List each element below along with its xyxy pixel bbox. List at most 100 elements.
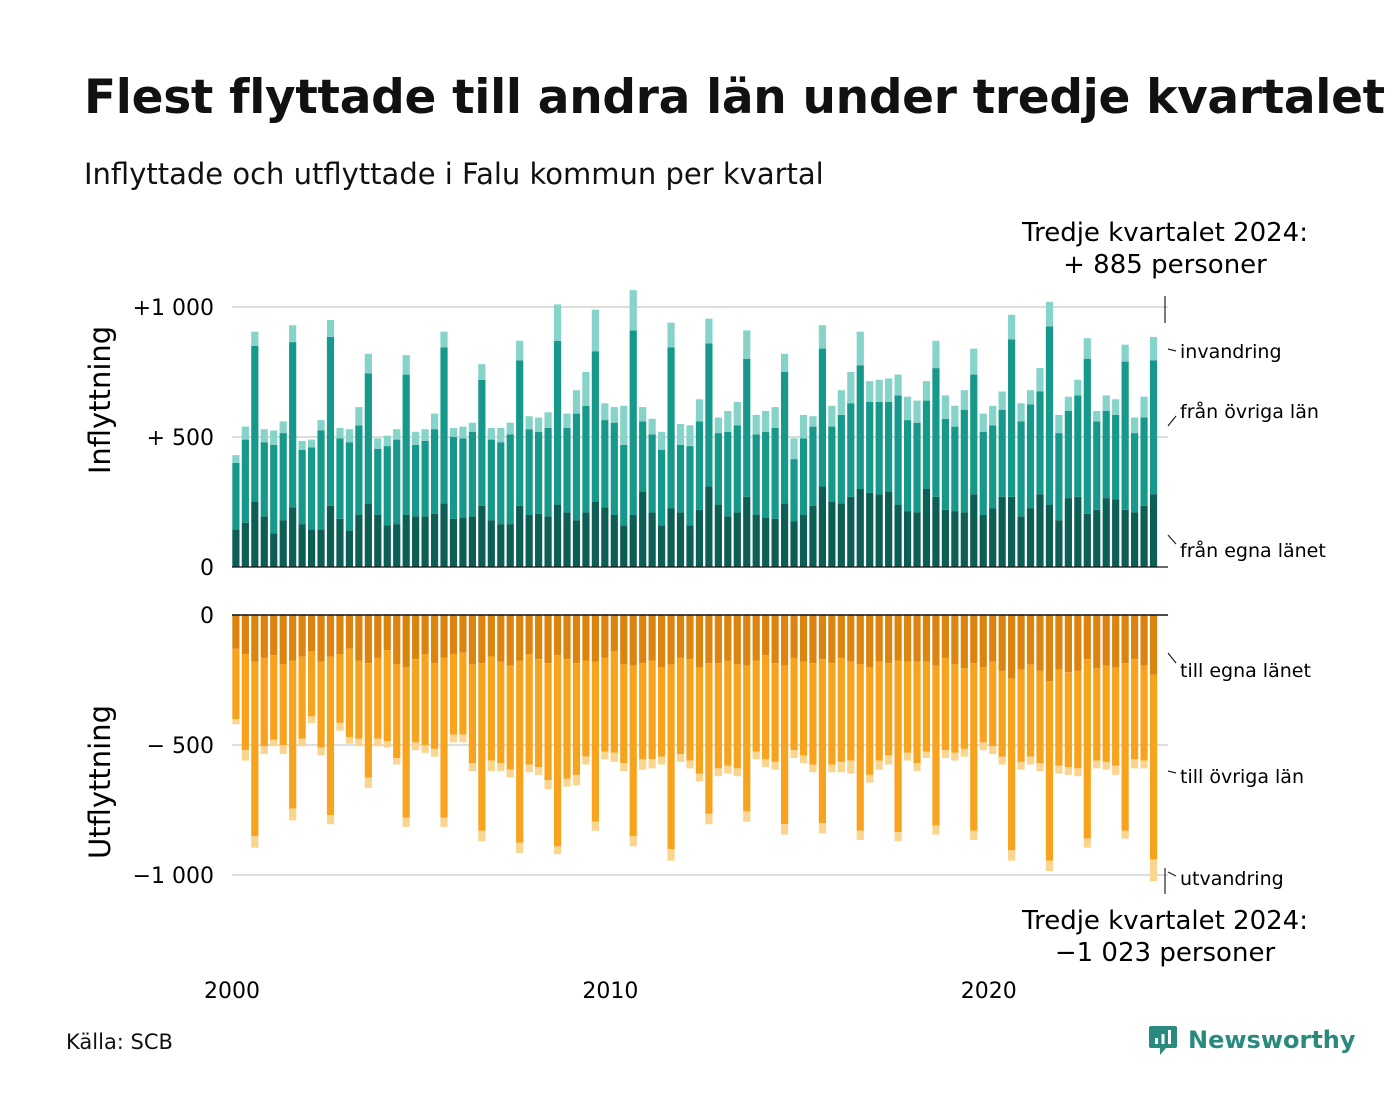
bar-segment-invandring (667, 322, 675, 348)
bar-segment-till-egna-länet (449, 615, 458, 654)
bar-segment-till-egna-länet (752, 615, 760, 661)
bar-segment-till-egna-länet (355, 615, 363, 661)
bar-segment-från-övriga-län (960, 409, 968, 513)
bar-segment-till-övriga-län (289, 660, 297, 809)
bar-segment-från-övriga-län (440, 347, 448, 504)
bar-segment-till-övriga-län (516, 660, 524, 843)
bar-segment-till-egna-länet (1055, 615, 1063, 670)
bar-segment-till-övriga-län (279, 664, 287, 745)
bar-segment-från-övriga-län (903, 420, 912, 512)
annotation-top-line1: Tredje kvartalet 2024: (1021, 218, 1308, 248)
bar-segment-invandring (421, 429, 429, 441)
bar-segment-från-övriga-län (535, 431, 543, 514)
bar-segment-till-egna-länet (960, 615, 968, 669)
bar-segment-invandring (232, 455, 240, 463)
bar-segment-till-övriga-län (903, 661, 912, 753)
bar-segment-invandring (724, 411, 732, 432)
bar-segment-utvandring (629, 836, 637, 847)
bar-segment-till-egna-länet (430, 615, 439, 664)
bar-segment-till-övriga-län (998, 670, 1006, 757)
bar-segment-utvandring (922, 751, 931, 758)
bar-segment-invandring (553, 304, 562, 341)
bar-segment-från-egna-länet (885, 491, 893, 567)
bar-segment-från-egna-länet (497, 524, 505, 567)
bar-segment-från-övriga-län (941, 418, 949, 510)
bar-segment-från-övriga-län (780, 372, 789, 504)
bar-segment-invandring (903, 396, 912, 421)
bar-segment-till-övriga-län (752, 660, 760, 752)
bar-segment-till-övriga-län (497, 661, 505, 764)
bar-segment-från-egna-länet (355, 515, 363, 567)
bar-segment-till-egna-länet (705, 615, 713, 664)
bar-segment-till-egna-länet (885, 615, 893, 664)
bar-segment-från-egna-länet (326, 505, 335, 567)
chart-subtitle: Inflyttade och utflyttade i Falu kommun … (84, 157, 824, 191)
bar-segment-utvandring (1036, 763, 1044, 771)
bar-segment-från-övriga-län (979, 431, 987, 515)
bar-segment-till-egna-länet (903, 615, 912, 662)
bar-segment-från-övriga-län (506, 434, 514, 525)
bar-segment-invandring (478, 364, 486, 380)
bar-segment-från-egna-länet (289, 507, 297, 567)
bar-segment-invandring (317, 420, 325, 431)
bar-segment-från-övriga-län (1008, 339, 1016, 497)
bar-segment-till-egna-länet (989, 615, 997, 662)
bar-segment-invandring (1083, 338, 1091, 359)
bar-segment-från-övriga-län (771, 427, 779, 519)
bar-segment-från-egna-länet (686, 525, 694, 567)
bar-segment-invandring (998, 391, 1006, 410)
bar-segment-invandring (487, 427, 495, 440)
bar-segment-till-övriga-län (601, 657, 609, 752)
bar-segment-till-egna-länet (620, 615, 628, 665)
bar-segment-invandring (355, 407, 363, 426)
bar-segment-från-övriga-län (648, 434, 656, 513)
bar-segment-från-övriga-län (837, 414, 845, 504)
bar-segment-från-egna-länet (393, 524, 401, 567)
bar-segment-från-egna-länet (894, 504, 902, 567)
bar-segment-utvandring (317, 747, 325, 756)
bar-segment-till-egna-länet (941, 615, 949, 658)
bar-segment-till-egna-länet (317, 615, 325, 662)
bar-segment-till-övriga-län (1140, 665, 1148, 761)
bar-segment-från-övriga-län (412, 444, 420, 517)
bar-segment-invandring (1064, 396, 1072, 411)
bar-segment-från-övriga-län (478, 379, 486, 506)
bar-segment-till-egna-länet (818, 615, 827, 660)
bar-segment-till-egna-länet (1045, 615, 1054, 682)
bar-segment-från-övriga-län (459, 438, 467, 518)
bar-segment-invandring (771, 407, 779, 428)
bar-segment-till-övriga-län (553, 655, 562, 847)
bar-segment-från-egna-länet (724, 516, 732, 567)
bar-segment-till-övriga-län (1026, 664, 1035, 757)
bar-segment-från-egna-länet (402, 515, 410, 567)
bar-segment-till-egna-länet (544, 615, 552, 664)
x-tick-label: 2010 (582, 979, 638, 1004)
bar-segment-utvandring (535, 767, 543, 775)
bar-segment-invandring (989, 405, 997, 426)
bar-segment-från-egna-länet (847, 496, 855, 567)
bar-segment-från-egna-länet (1131, 512, 1139, 567)
bar-segment-från-egna-länet (970, 494, 978, 567)
bar-segment-invandring (601, 403, 609, 421)
bar-segment-från-egna-länet (837, 503, 845, 567)
bar-segment-från-egna-länet (516, 505, 524, 567)
bar-segment-från-egna-länet (941, 509, 949, 567)
bar-segment-utvandring (402, 817, 410, 827)
bar-segment-utvandring (478, 830, 486, 842)
bar-segment-från-övriga-län (676, 444, 685, 513)
bar-segment-utvandring (345, 737, 354, 744)
bar-segment-invandring (828, 405, 836, 427)
bar-segment-från-övriga-län (639, 421, 647, 492)
bar-segment-till-egna-länet (251, 615, 259, 662)
bar-segment-till-egna-länet (780, 615, 789, 666)
bar-segment-till-övriga-län (799, 661, 808, 756)
bar-segment-från-övriga-län (430, 429, 439, 514)
bar-segment-från-övriga-län (1064, 411, 1072, 499)
bar-segment-till-egna-länet (402, 615, 410, 667)
bar-segment-till-egna-länet (1017, 615, 1025, 670)
bar-segment-till-egna-länet (1093, 615, 1101, 669)
bar-segment-invandring (393, 429, 401, 440)
bar-segment-till-övriga-län (837, 657, 845, 762)
bar-segment-invandring (1045, 301, 1054, 327)
bar-segment-från-övriga-län (355, 425, 363, 515)
